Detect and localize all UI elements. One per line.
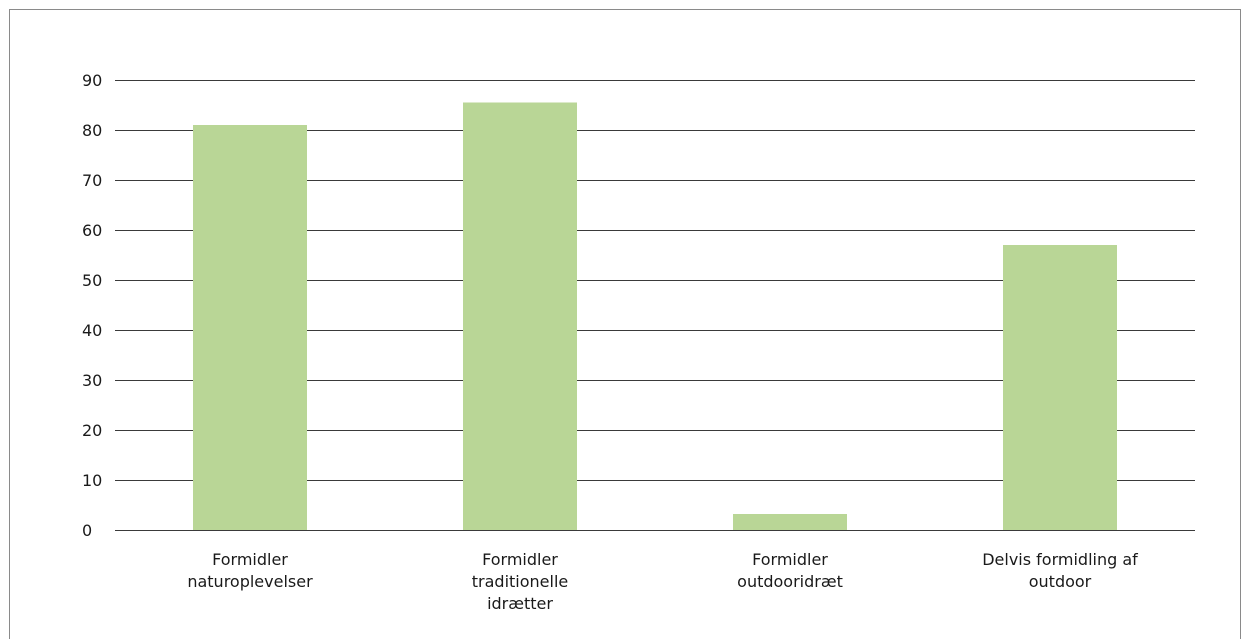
y-tick-label: 60	[82, 221, 102, 240]
y-tick-label: 80	[82, 121, 102, 140]
bar	[193, 125, 307, 530]
bars	[193, 102, 1117, 530]
y-tick-label: 40	[82, 321, 102, 340]
y-tick-label: 90	[82, 71, 102, 90]
bar	[733, 514, 847, 530]
y-tick-label: 20	[82, 421, 102, 440]
y-axis-tick-labels: 0 10 20 30 40 50 60 70 80 90	[82, 71, 102, 540]
x-category-label: Formidler naturoplevelser	[187, 550, 313, 591]
x-axis-category-labels: Formidler naturoplevelser Formidler traditi…	[187, 550, 1138, 613]
y-tick-label: 70	[82, 171, 102, 190]
x-category-label: Delvis formidling af outdoor	[982, 550, 1138, 591]
y-tick-label: 10	[82, 471, 102, 490]
y-tick-label: 30	[82, 371, 102, 390]
y-tick-label: 0	[82, 521, 92, 540]
bar	[1003, 245, 1117, 530]
x-category-label: Formidler outdooridræt	[737, 550, 843, 591]
bar	[463, 102, 577, 530]
y-tick-label: 50	[82, 271, 102, 290]
x-category-label: Formidler traditionelle idrætter	[472, 550, 568, 613]
